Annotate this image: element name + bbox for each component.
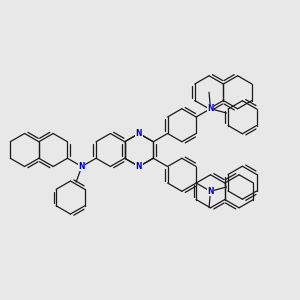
Text: N: N xyxy=(136,129,142,138)
Text: N: N xyxy=(207,187,214,196)
Text: N: N xyxy=(79,162,85,171)
Text: N: N xyxy=(207,104,214,113)
Text: N: N xyxy=(136,162,142,171)
